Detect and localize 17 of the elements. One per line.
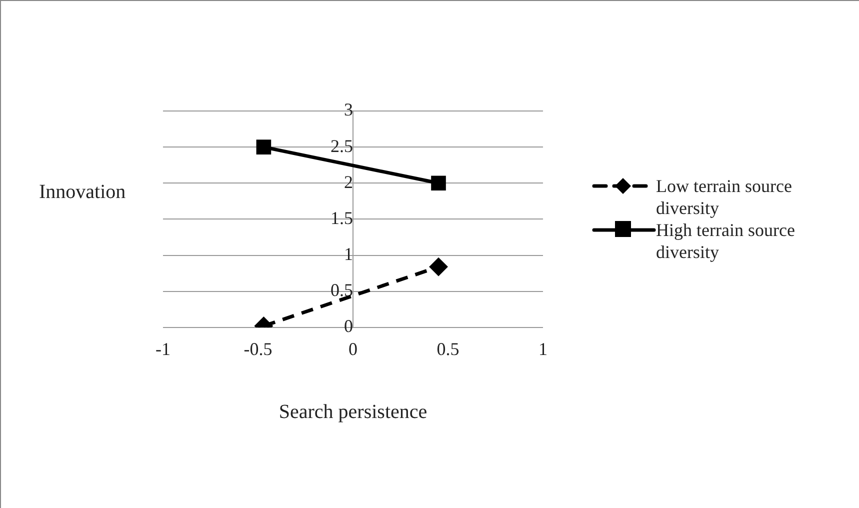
y-axis-title: Innovation bbox=[39, 181, 126, 204]
y-tick-label: 1 bbox=[344, 244, 353, 264]
y-tick-label: 2 bbox=[344, 172, 353, 192]
y-tick-label: 3 bbox=[344, 100, 353, 120]
x-tick-label: 0.5 bbox=[436, 338, 460, 359]
y-tick-label: 0 bbox=[344, 316, 353, 336]
y-tick-label: 2.5 bbox=[330, 136, 353, 156]
legend-label: High terrain source diversity bbox=[656, 219, 796, 263]
legend-label: Low terrain source diversity bbox=[656, 175, 793, 219]
y-tick-label: 1.5 bbox=[330, 208, 353, 228]
x-tick-label: -0.5 bbox=[244, 338, 272, 359]
point bbox=[256, 140, 272, 154]
point bbox=[431, 176, 446, 191]
y-tick-label: 0.5 bbox=[330, 280, 353, 300]
x-tick-label: -1 bbox=[156, 338, 170, 359]
x-tick-label: 1 bbox=[538, 338, 548, 359]
x-axis-title: Search persistence bbox=[278, 401, 428, 424]
